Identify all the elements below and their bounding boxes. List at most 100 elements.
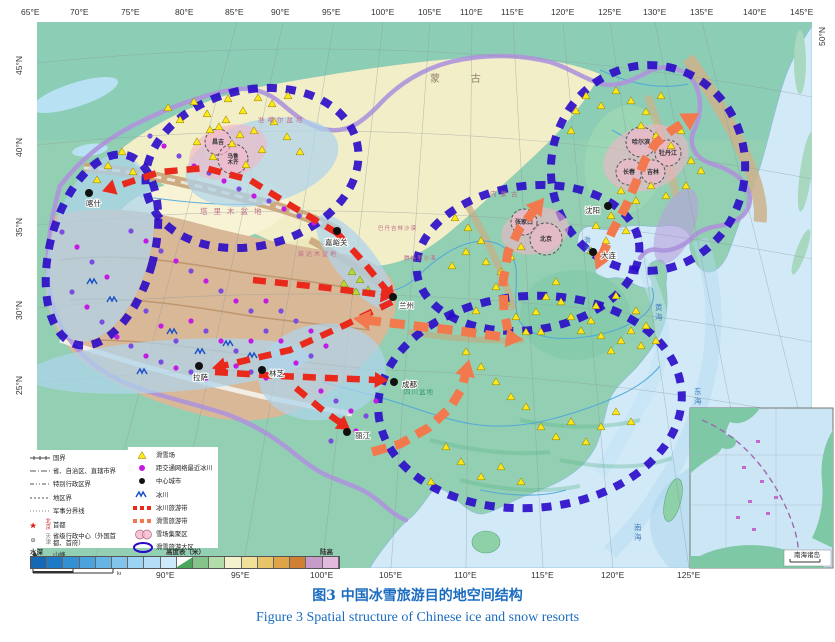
svg-text:张家口: 张家口	[515, 218, 533, 226]
legend-item-boundary-province: 省、自治区、直辖市界	[29, 466, 124, 477]
elevation-cell	[144, 557, 161, 568]
axis-tick: 130°E	[643, 7, 667, 17]
legend-item-nearest-glacier: 距交通网络最近冰川	[132, 463, 214, 474]
axis-tick: 140°E	[743, 7, 767, 17]
island-north	[794, 30, 806, 94]
caption-english: Figure 3 Spatial structure of Chinese ic…	[255, 610, 580, 625]
changbai-band	[653, 188, 699, 264]
city-label: 沈阳	[585, 205, 600, 215]
south-china-sea-inset: 南海诸岛	[689, 407, 834, 569]
axis-tick: 135°E	[690, 7, 714, 17]
boundary-district-icon	[29, 493, 53, 504]
boundary-sar-icon	[29, 479, 53, 490]
elevation-cell	[306, 557, 323, 568]
elevation-cell	[79, 557, 96, 568]
province-capital-icon: 天津	[29, 534, 53, 546]
legend-label: 特别行政区界	[53, 481, 91, 489]
legend-label: 滑雪旅游带	[156, 517, 188, 525]
axis-tick: 50°N	[817, 27, 827, 46]
hainan-island	[471, 530, 501, 554]
glacier-symbols	[86, 277, 258, 375]
elevation-cell	[290, 557, 307, 568]
elevation-cell	[112, 557, 129, 568]
elevation-left-label: 水深	[30, 549, 43, 556]
svg-text:km: km	[117, 571, 121, 577]
legend-label: 滑雪旅游大区	[156, 544, 194, 552]
elevation-cell	[176, 557, 194, 568]
axis-tick: 100°E	[310, 570, 334, 580]
inset-label: 南海诸岛	[794, 550, 820, 559]
axis-tick: 75°E	[121, 7, 140, 17]
legend-label: 国界	[53, 454, 66, 462]
legend-label: 雪场集聚区	[156, 531, 188, 539]
legend-item-province-capital: 天津 省级行政中心（外国首都、首府）	[29, 533, 124, 547]
axis-tick: 115°E	[501, 7, 524, 17]
elevation-cell	[128, 557, 145, 568]
inset-coast-nw	[690, 408, 760, 474]
svg-text:塔里木盆地: 塔里木盆地	[200, 206, 268, 216]
axis-tick: 90°E	[271, 7, 290, 17]
glacier-icon	[132, 490, 156, 501]
inset-philippines	[812, 430, 833, 548]
axis-tick: 70°E	[70, 7, 89, 17]
ski-tourism-belts	[353, 113, 700, 457]
svg-text:昌吉: 昌吉	[212, 138, 224, 146]
svg-text:长春: 长春	[623, 168, 636, 176]
axis-tick: 120°E	[551, 7, 575, 17]
boundary-province-icon	[29, 466, 53, 477]
taihang	[464, 204, 518, 311]
glacier-belt-icon	[132, 503, 156, 514]
island-east	[797, 132, 812, 212]
legend-boundaries-panel: 国界省、自治区、直辖市界特别行政区界地区界军事分界线北京 首都天津 省级行政中心（外…	[25, 450, 128, 577]
elevation-cell	[47, 557, 64, 568]
elevation-color-scale	[30, 556, 340, 569]
city-label: 成都	[402, 379, 417, 389]
elevation-cell	[160, 557, 177, 568]
svg-text:腾格里沙漠: 腾格里沙漠	[404, 254, 437, 262]
legend-item-ski-resort: 滑雪场	[132, 450, 214, 461]
legend-label: 距交通网络最近冰川	[156, 465, 213, 473]
ski-belt-icon	[132, 516, 156, 527]
axis-tick: 35°N	[14, 218, 24, 237]
axis-tick: 105°E	[379, 570, 403, 580]
svg-text:乌鲁木齐: 乌鲁木齐	[226, 152, 239, 166]
city-label: 嘉峪关	[325, 237, 348, 247]
elevation-right-label: 陆高	[320, 549, 333, 556]
city-label: 兰州	[399, 300, 414, 310]
legend-label: 滑雪场	[156, 451, 175, 459]
axis-tick: 40°N	[14, 138, 24, 157]
svg-text:牡丹江: 牡丹江	[659, 149, 677, 157]
sea-shelf-band	[593, 256, 670, 478]
legend-label: 军事分界线	[53, 507, 85, 515]
caption-chinese: 图3 中国冰雪旅游目的地空间结构	[312, 588, 523, 604]
legend-label: 山峰	[53, 551, 66, 559]
legend-item-capital-star: 北京 首都	[29, 519, 124, 531]
nearest-glacier-icon	[132, 463, 156, 474]
legend-item-boundary-district: 地区界	[29, 493, 124, 504]
svg-text:巴丹吉林沙漠: 巴丹吉林沙漠	[378, 224, 417, 232]
svg-text:北京: 北京	[540, 235, 552, 243]
south-hills	[429, 418, 673, 493]
axis-tick: 105°E	[418, 7, 442, 17]
legend-item-boundary-sar: 特别行政区界	[29, 479, 124, 490]
axis-tick: 110°E	[460, 7, 483, 17]
axis-tick: 95°E	[322, 7, 341, 17]
legend-example-city: 天津	[45, 534, 51, 547]
legend-label: 冰川旅游带	[156, 504, 188, 512]
inset-nine-dash-line	[701, 419, 800, 563]
legend-item-ski-region: 滑雪旅游大区	[132, 542, 214, 554]
inset-hainan	[718, 435, 736, 449]
elevation-cell	[95, 557, 113, 568]
city-label: 喀什	[86, 198, 101, 208]
svg-text:渤海: 渤海	[584, 235, 591, 253]
elevation-cell	[63, 557, 80, 568]
legend-item-ski-cluster: 雪场集聚区	[132, 529, 214, 540]
boundary-national-icon	[29, 453, 53, 464]
ski-region-icon	[132, 542, 156, 554]
axis-tick: 25°N	[14, 376, 24, 395]
elevation-center-label: 高度表（米）	[166, 549, 205, 556]
